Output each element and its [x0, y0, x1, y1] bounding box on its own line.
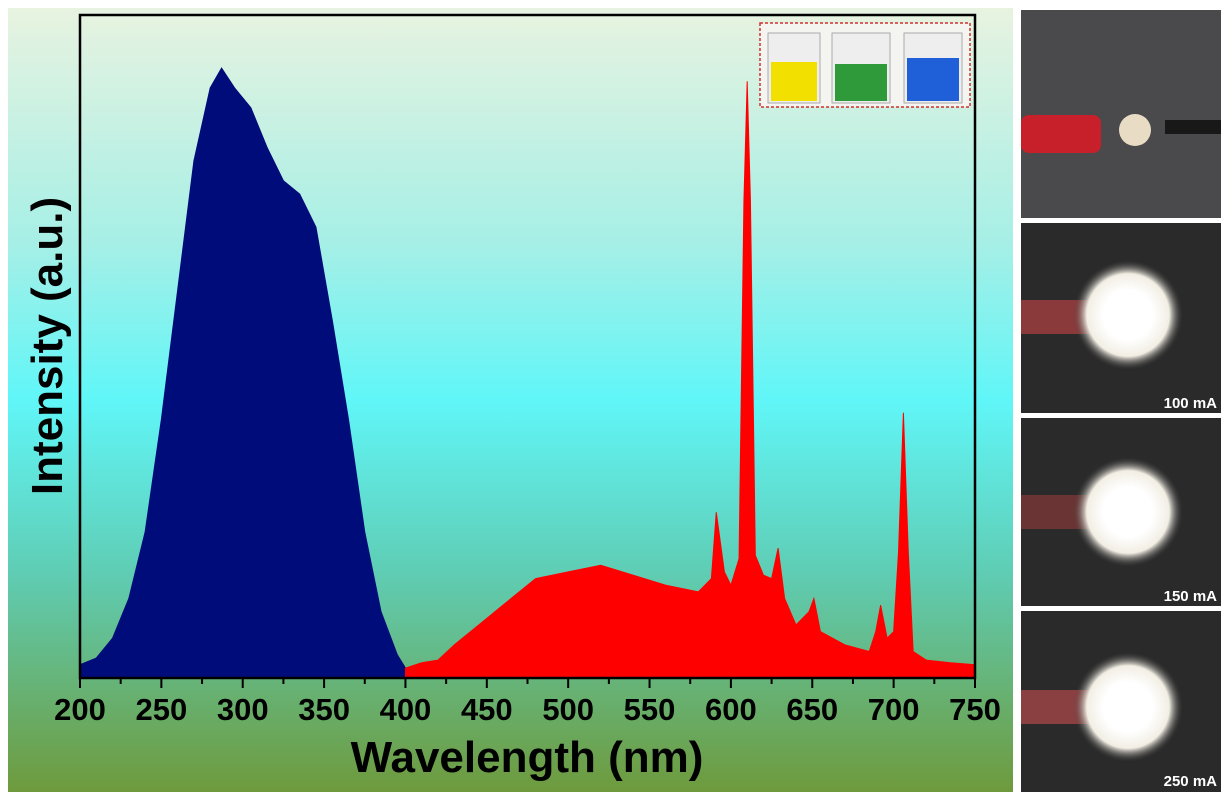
- x-tick-label: 400: [380, 692, 432, 727]
- photo-label: 100 mA: [1164, 395, 1218, 412]
- y-axis-label: Intensity (a.u.): [23, 197, 72, 495]
- inset: [759, 22, 971, 108]
- x-axis-label: Wavelength (nm): [351, 733, 704, 782]
- photo-label: 250 mA: [1164, 773, 1218, 790]
- x-tick-label: 200: [54, 692, 106, 727]
- x-tick-label: 350: [298, 692, 350, 727]
- spectrum-area: [404, 81, 976, 679]
- photo-label: 150 mA: [1164, 588, 1218, 605]
- x-tick-label: 700: [868, 692, 920, 727]
- x-tick-label: 600: [705, 692, 757, 727]
- x-tick-label: 450: [461, 692, 513, 727]
- x-tick-label: 550: [624, 692, 676, 727]
- x-tick-label: 500: [542, 692, 594, 727]
- photos: 100 mA 150 mA 250 mA: [1020, 0, 1221, 792]
- x-tick-label: 300: [217, 692, 269, 727]
- plot: [79, 67, 976, 679]
- x-tick-label: 750: [949, 692, 1001, 727]
- x-tick-label: 250: [135, 692, 187, 727]
- spectrum-area: [79, 67, 406, 679]
- x-tick-label: 650: [786, 692, 838, 727]
